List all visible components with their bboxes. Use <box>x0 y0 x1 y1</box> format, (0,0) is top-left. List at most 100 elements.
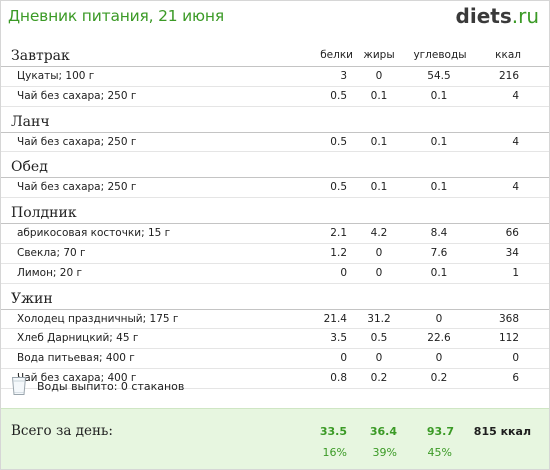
meal-lunch: Ланч Чай без сахара; 250 г 0.5 0.1 0.1 4 <box>1 111 549 153</box>
carbs-value: 22.6 <box>427 332 451 345</box>
food-name[interactable]: Чай без сахара; 400 г <box>17 371 137 384</box>
protein-value: 0.8 <box>330 371 347 384</box>
daily-totals: Всего за день: 33.5 36.4 93.7 815 ккал 1… <box>1 408 549 469</box>
carbs-value: 8.4 <box>430 227 448 240</box>
meal-title: Завтрак <box>1 45 549 67</box>
site-logo[interactable]: diets.ru <box>456 4 539 28</box>
food-row[interactable]: Хлеб Дарницкий; 45 г 3.5 0.5 22.6 112 <box>1 329 549 350</box>
food-name[interactable]: Цукаты; 100 г <box>17 70 95 82</box>
kcal-value: 0 <box>512 352 519 365</box>
meal-title: Ланч <box>1 111 549 133</box>
protein-value: 0.5 <box>330 181 347 194</box>
carbs-percent: 45% <box>427 446 452 459</box>
meal-title: Обед <box>1 156 549 179</box>
total-carbs: 93.7 <box>426 425 454 438</box>
kcal-value: 4 <box>512 89 519 102</box>
meal-dinner: Обед Чай без сахара; 250 г 0.5 0.1 0.1 4 <box>1 156 549 199</box>
column-header-kcal: ккал <box>495 49 521 61</box>
logo-tld: .ru <box>511 4 539 28</box>
water-tracker: Воды выпито: 0 стаканов <box>11 375 311 397</box>
fat-value: 0.1 <box>370 89 388 102</box>
fat-value: 0 <box>375 70 383 82</box>
food-name[interactable]: абрикосовая косточки; 15 г <box>17 227 171 240</box>
kcal-value: 66 <box>505 227 519 240</box>
fat-value: 0 <box>375 352 383 365</box>
carbs-value: 0.1 <box>430 266 448 279</box>
food-name[interactable]: Хлеб Дарницкий; 45 г <box>17 332 139 345</box>
column-headers: белки жиры углеводы ккал <box>1 49 549 63</box>
food-name[interactable]: Лимон; 20 г <box>17 266 83 279</box>
protein-value: 0.5 <box>330 135 347 148</box>
carbs-value: 0.1 <box>430 135 448 148</box>
kcal-value: 1 <box>512 266 519 279</box>
food-row[interactable]: Лимон; 20 г 0 0 0.1 1 <box>1 264 549 284</box>
meals-list: Завтрак Цукаты; 100 г 3 0 54.5 216 Чай без сах… <box>1 45 549 389</box>
carbs-value: 0 <box>435 352 443 365</box>
header: Дневник питания, 21 июня diets.ru <box>1 1 549 37</box>
fat-value: 0.2 <box>370 371 388 384</box>
meal-snack: Полдник абрикосовая косточки; 15 г 2.1 4.2 8… <box>1 202 549 284</box>
food-row[interactable]: Чай без сахара; 400 г 0.8 0.2 0.2 6 <box>1 369 549 389</box>
totals-label: Всего за день: <box>11 423 113 439</box>
column-header-fat: жиры <box>363 49 395 61</box>
total-kcal: 815 ккал <box>473 425 531 438</box>
kcal-value: 112 <box>498 332 519 345</box>
fat-value: 0 <box>375 246 383 259</box>
food-name[interactable]: Холодец праздничный; 175 г <box>17 312 179 325</box>
fat-value: 31.2 <box>367 312 391 325</box>
food-name[interactable]: Чай без сахара; 250 г <box>17 135 137 148</box>
food-row[interactable]: Чай без сахара; 250 г 0.5 0.1 0.1 4 <box>1 178 549 199</box>
logo-domain: diets <box>455 4 512 28</box>
kcal-value: 4 <box>512 135 519 148</box>
food-row[interactable]: Свекла; 70 г 1.2 0 7.6 34 <box>1 244 549 264</box>
kcal-value: 4 <box>512 181 519 194</box>
protein-value: 3.5 <box>330 332 347 345</box>
fat-value: 4.2 <box>370 227 388 240</box>
fat-value: 0.1 <box>370 181 388 194</box>
carbs-value: 0.1 <box>430 181 448 194</box>
meal-title: Полдник <box>1 202 549 225</box>
kcal-value: 34 <box>505 246 519 259</box>
carbs-value: 54.5 <box>427 70 451 82</box>
meal-breakfast: Завтрак Цукаты; 100 г 3 0 54.5 216 Чай без сах… <box>1 45 549 107</box>
fat-value: 0.1 <box>370 135 388 148</box>
carbs-value: 0 <box>435 312 443 325</box>
fat-value: 0.5 <box>370 332 388 345</box>
protein-value: 2.1 <box>330 227 347 240</box>
food-row[interactable]: Чай без сахара; 250 г 0.5 0.1 0.1 4 <box>1 87 549 107</box>
carbs-value: 0.2 <box>430 371 448 384</box>
food-name[interactable]: Вода питьевая; 400 г <box>17 352 135 365</box>
food-name[interactable]: Чай без сахара; 250 г <box>17 181 137 194</box>
food-row[interactable]: Цукаты; 100 г 3 0 54.5 216 <box>1 67 549 87</box>
meal-supper: Ужин Холодец праздничный; 175 г 21.4 31.2 0 3… <box>1 288 549 389</box>
food-row[interactable]: Чай без сахара; 250 г 0.5 0.1 0.1 4 <box>1 133 549 153</box>
food-name[interactable]: Чай без сахара; 250 г <box>17 89 137 102</box>
food-row[interactable]: Вода питьевая; 400 г 0 0 0 0 <box>1 349 549 369</box>
protein-value: 0.5 <box>330 89 347 102</box>
column-header-carbs: углеводы <box>413 49 467 61</box>
carbs-value: 7.6 <box>430 246 448 259</box>
protein-value: 1.2 <box>330 246 347 259</box>
food-row[interactable]: абрикосовая косточки; 15 г 2.1 4.2 8.4 66 <box>1 224 549 244</box>
kcal-value: 6 <box>512 371 519 384</box>
food-row[interactable]: Холодец праздничный; 175 г 21.4 31.2 0 368 <box>1 310 549 330</box>
total-protein: 33.5 <box>319 425 347 438</box>
column-header-protein: белки <box>320 49 353 61</box>
carbs-value: 0.1 <box>430 89 448 102</box>
protein-value: 3 <box>340 70 347 82</box>
protein-value: 0 <box>340 266 347 279</box>
protein-value: 21.4 <box>323 312 347 325</box>
protein-value: 0 <box>340 352 347 365</box>
fat-percent: 39% <box>372 446 397 459</box>
kcal-value: 216 <box>498 70 519 82</box>
glass-icon[interactable] <box>11 376 27 396</box>
page-title: Дневник питания, 21 июня <box>8 7 224 25</box>
fat-value: 0 <box>375 266 383 279</box>
total-fat: 36.4 <box>369 425 397 438</box>
protein-percent: 16% <box>322 446 347 459</box>
food-name[interactable]: Свекла; 70 г <box>17 246 86 259</box>
meal-title: Ужин <box>1 288 549 310</box>
kcal-value: 368 <box>498 312 519 325</box>
water-count-text: Воды выпито: 0 стаканов <box>37 380 185 393</box>
